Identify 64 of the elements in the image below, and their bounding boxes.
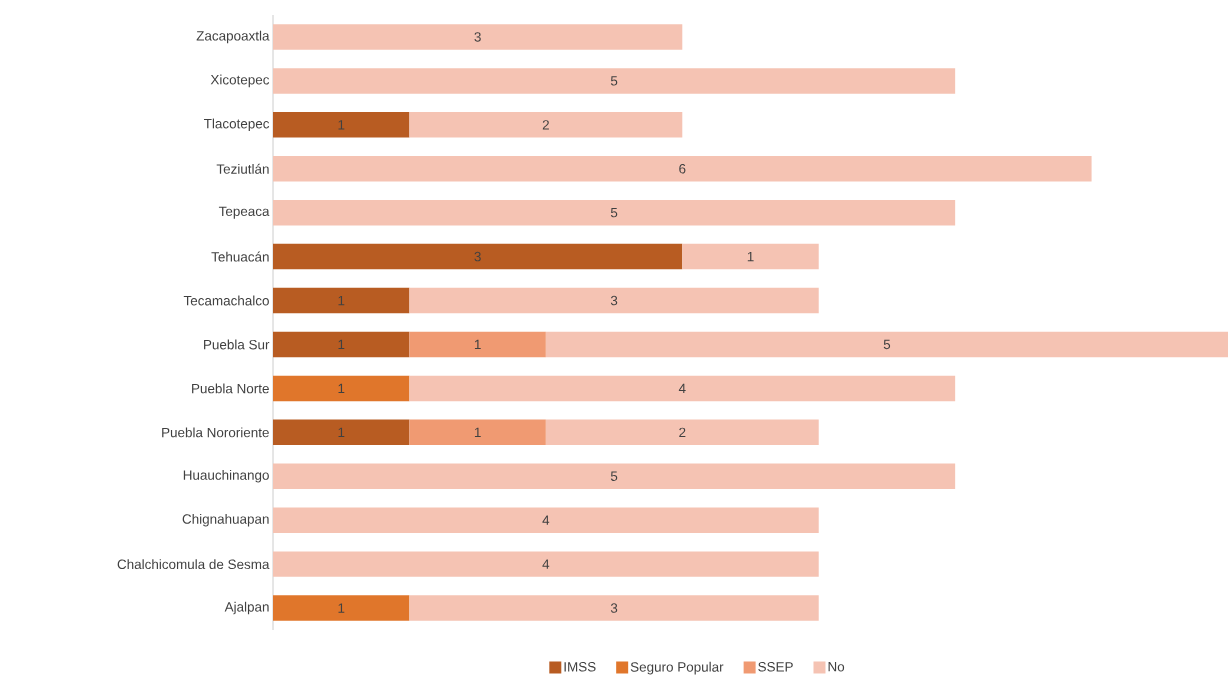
data-label: 1 — [338, 603, 345, 613]
legend-label: SSEP — [758, 662, 793, 672]
bar — [409, 595, 819, 621]
bar — [682, 243, 819, 270]
data-label: 1 — [338, 120, 345, 130]
data-label: 2 — [542, 120, 549, 130]
bar — [273, 507, 819, 533]
legend-label: IMSS — [564, 662, 596, 672]
y-tick-label: Puebla Nororiente — [162, 427, 269, 438]
data-label: 5 — [610, 471, 618, 481]
data-label: 2 — [679, 427, 686, 438]
y-tick-label: Xicotepec — [210, 74, 270, 88]
bar — [273, 419, 410, 446]
y-tick-label: Tecamachalco — [183, 295, 269, 306]
data-label: 3 — [474, 32, 481, 42]
data-label: 4 — [678, 383, 686, 394]
bar — [545, 419, 819, 446]
data-label: 5 — [883, 339, 891, 350]
bar — [273, 375, 410, 402]
y-tick-label: Huauchinango — [183, 469, 269, 483]
data-label: 4 — [542, 559, 550, 569]
bar — [409, 112, 683, 138]
y-tick-label: Chignahuapan — [182, 513, 269, 527]
data-label: 3 — [610, 295, 618, 306]
y-tick-label: Chalchicomula de Sesma — [117, 559, 270, 570]
bar — [409, 375, 956, 402]
y-tick-label: Tlacotepec — [203, 118, 270, 132]
legend-label: Seguro Popular — [630, 661, 724, 675]
bar — [545, 331, 1229, 358]
data-label: 6 — [679, 163, 686, 174]
y-tick-label: Ajalpan — [224, 601, 269, 615]
bar — [273, 551, 819, 577]
legend-label: No — [828, 662, 845, 672]
data-label: 1 — [338, 295, 345, 306]
y-tick-label: Puebla Norte — [192, 383, 269, 394]
data-label: 1 — [338, 427, 345, 437]
data-label: 3 — [474, 251, 481, 262]
bar — [273, 24, 683, 50]
bar — [273, 243, 683, 270]
y-tick-label: Tepeaca — [218, 206, 270, 219]
y-tick-label: Tehuacán — [211, 251, 269, 262]
data-label: 1 — [474, 339, 481, 350]
bar — [409, 331, 546, 358]
bar — [273, 199, 956, 226]
y-tick-label: Zacapoaxtla — [196, 30, 270, 44]
data-label: 1 — [474, 427, 481, 437]
bar — [273, 156, 1092, 182]
bar — [273, 463, 956, 489]
bar — [273, 112, 410, 138]
bar — [409, 419, 546, 446]
data-label: 3 — [610, 603, 618, 613]
data-label: 1 — [338, 339, 345, 350]
bar — [273, 595, 410, 621]
y-tick-label: Puebla Sur — [204, 339, 270, 350]
data-label: 5 — [610, 207, 618, 218]
data-label: 5 — [610, 76, 618, 86]
bar — [273, 287, 410, 314]
y-tick-label: Teziutlán — [216, 163, 269, 174]
data-label: 1 — [747, 251, 754, 262]
bar — [409, 287, 819, 314]
data-label: 1 — [338, 383, 345, 394]
bar — [273, 68, 956, 94]
data-label: 4 — [542, 515, 550, 525]
bar — [273, 331, 410, 358]
